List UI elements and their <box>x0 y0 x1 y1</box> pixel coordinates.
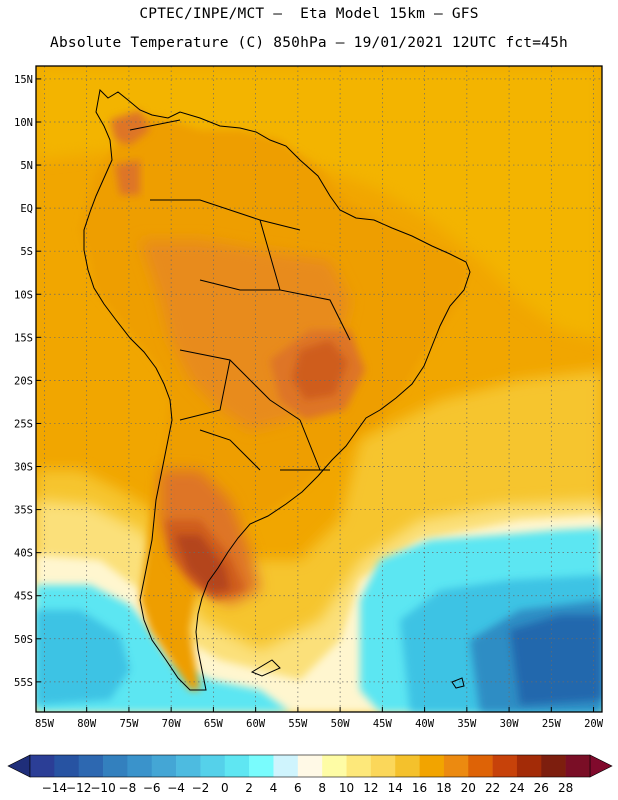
lat-tick-label: 40S <box>14 548 33 560</box>
colorbar-label: 8 <box>318 781 326 795</box>
colorbar-segment <box>443 755 469 777</box>
lon-tick-label: 60W <box>246 718 266 730</box>
colorbar-segment <box>200 755 226 777</box>
colorbar-segment <box>176 755 201 777</box>
colorbar-segment <box>516 755 542 777</box>
colorbar-outline <box>29 754 591 778</box>
colorbar-label: −4 <box>167 781 185 795</box>
colorbar-label: 28 <box>558 781 573 795</box>
colorbar-segment <box>322 755 347 777</box>
colorbar-label: 6 <box>294 781 302 795</box>
colorbar-segment <box>468 755 493 777</box>
colorbar-max-arrow <box>589 754 613 778</box>
lat-tick-label: 5S <box>20 246 33 258</box>
colorbar-segment <box>103 755 128 777</box>
lat-tick-label: 15S <box>14 332 33 344</box>
falkland-islands <box>250 659 465 689</box>
colorbar-segment <box>151 755 177 777</box>
colorbar-label: 18 <box>436 781 451 795</box>
country-borders <box>129 119 351 471</box>
colorbar-segment <box>30 755 55 777</box>
lat-tick-label: EQ <box>20 203 33 215</box>
colorbar-segment <box>492 755 518 777</box>
hot-region-north-colombia <box>110 110 150 145</box>
colorbar-label: −2 <box>192 781 210 795</box>
colorbar-label: −10 <box>90 781 115 795</box>
colorbar-segment <box>273 755 299 777</box>
colorbar-segment <box>224 755 250 777</box>
colorbar-segment <box>419 755 445 777</box>
colorbar-segment <box>54 755 79 777</box>
colorbar-label: 14 <box>388 781 403 795</box>
south-america-coastline <box>83 88 471 691</box>
lat-tick-label: 15N <box>14 74 33 86</box>
lat-tick-label: 5N <box>20 160 33 172</box>
colorbar-label: 10 <box>339 781 354 795</box>
colorbar-label: 2 <box>245 781 253 795</box>
cold-air-southwest-deep <box>36 610 130 705</box>
lon-tick-label: 75W <box>119 718 139 730</box>
lon-tick-label: 55W <box>288 718 308 730</box>
coastline-and-borders <box>83 88 471 691</box>
colorbar-label: −14 <box>42 781 67 795</box>
lon-tick-label: 25W <box>542 718 562 730</box>
colorbar-label: −12 <box>66 781 91 795</box>
lon-tick-label: 65W <box>204 718 224 730</box>
lat-tick-label: 45S <box>14 591 33 603</box>
lon-tick-label: 30W <box>500 718 520 730</box>
lon-tick-label: 45W <box>373 718 393 730</box>
colorbar-label: 26 <box>534 781 549 795</box>
lat-tick-label: 35S <box>14 505 33 517</box>
lat-tick-label: 25S <box>14 418 33 430</box>
colorbar-segment <box>249 755 274 777</box>
colorbar-label: 16 <box>412 781 427 795</box>
hot-region-andes-north <box>115 160 140 195</box>
lat-tick-label: 20S <box>14 375 33 387</box>
colorbar-segment <box>78 755 104 777</box>
lon-tick-label: 20W <box>584 718 604 730</box>
colorbar-label: 4 <box>270 781 278 795</box>
colorbar-label: −8 <box>119 781 137 795</box>
lon-tick-label: 35W <box>457 718 477 730</box>
lon-tick-label: 80W <box>77 718 97 730</box>
colorbar-label: 24 <box>509 781 524 795</box>
lon-tick-label: 40W <box>415 718 435 730</box>
hot-core-central-brazil <box>292 340 348 400</box>
colorbar-segment <box>127 755 153 777</box>
colorbar-label: 12 <box>363 781 378 795</box>
map-frame <box>35 65 603 713</box>
lon-tick-label: 70W <box>162 718 182 730</box>
temperature-field <box>36 66 602 712</box>
colorbar-segment <box>370 755 396 777</box>
colorbar-label: 22 <box>485 781 500 795</box>
cold-air-southeast-core <box>510 615 602 705</box>
map-title-line-1: CPTEC/INPE/MCT – Eta Model 15km – GFS <box>139 6 479 22</box>
colorbar-label: 0 <box>221 781 229 795</box>
colorbar-segment <box>541 755 566 777</box>
colorbar-min-arrow <box>7 754 31 778</box>
colorbar-label: −6 <box>143 781 161 795</box>
hot-core-patagonia <box>175 535 230 592</box>
colorbar: −14 −12 −10 −8 −6 −4 −2 0 2 4 6 8 10 12 14 16 18 20 22 24 26… <box>7 754 613 795</box>
lon-tick-label: 85W <box>35 718 55 730</box>
axis-tick-labels: 85W 80W 75W 70W 65W 60W 55W 50W 45W 40W 35W 30W 25W 2… <box>14 74 604 730</box>
map-title-line-2: Absolute Temperature (C) 850hPa – 19/01/… <box>50 35 568 51</box>
lon-tick-label: 50W <box>331 718 351 730</box>
lat-tick-label: 55S <box>14 677 33 689</box>
lat-tick-label: 30S <box>14 462 33 474</box>
colorbar-segment <box>395 755 420 777</box>
colorbar-segment <box>565 755 591 777</box>
lat-tick-label: 10S <box>14 289 33 301</box>
lat-tick-label: 10N <box>14 117 33 129</box>
colorbar-segment <box>346 755 372 777</box>
colorbar-label: 20 <box>461 781 476 795</box>
lat-tick-label: 50S <box>14 634 33 646</box>
colorbar-segment <box>297 755 323 777</box>
